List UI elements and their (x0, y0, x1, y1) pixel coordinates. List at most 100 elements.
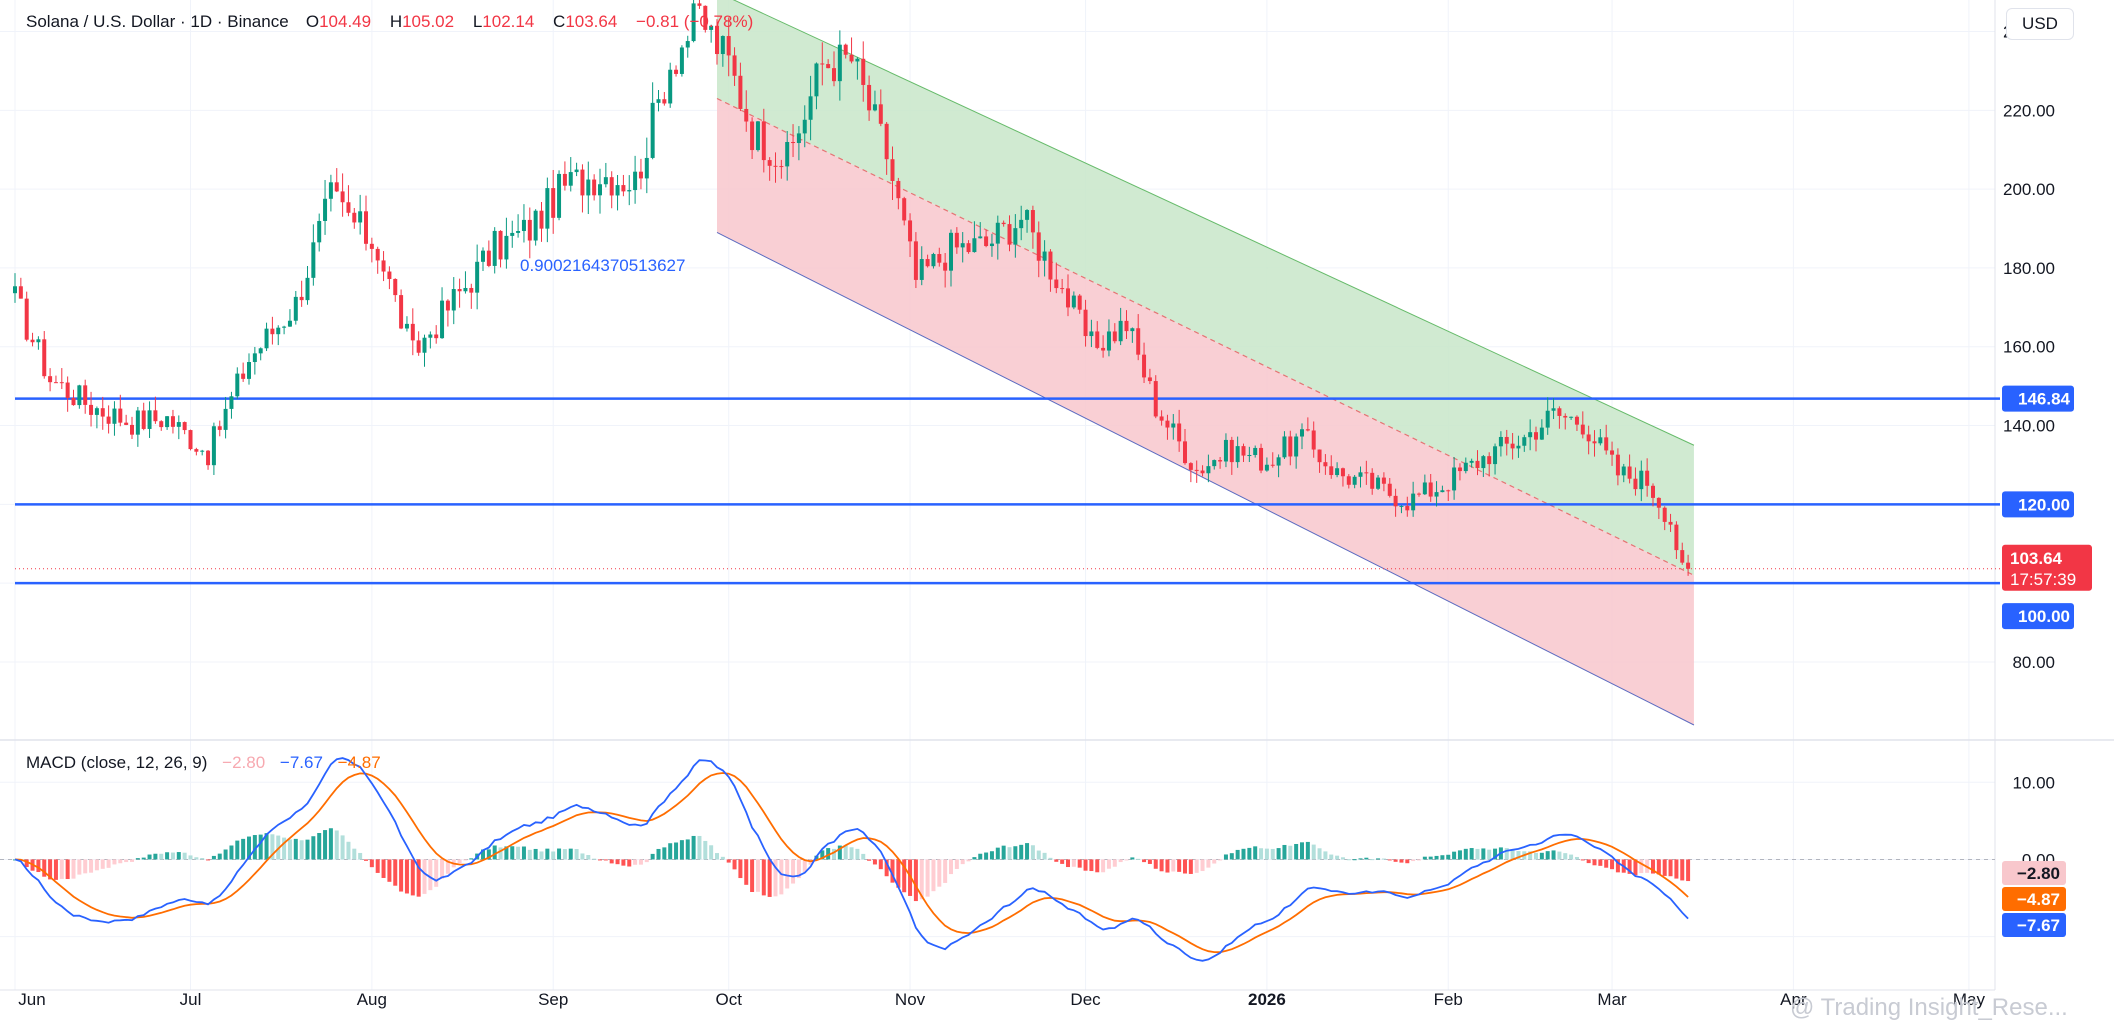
macd-histogram-bar (1592, 859, 1597, 866)
candle-body (1346, 476, 1351, 485)
macd-histogram-bar (352, 848, 357, 860)
macd-histogram-bar (1083, 859, 1088, 871)
macd-histogram-bar (504, 846, 509, 860)
macd-histogram-bar (194, 857, 199, 860)
channel-lower-line (716, 232, 1695, 726)
macd-histogram-bar (1007, 847, 1012, 860)
macd-histogram-bar (1335, 855, 1340, 860)
candle-body (1253, 447, 1258, 456)
candle-body (709, 25, 714, 30)
candle-body (562, 173, 567, 186)
candle-body (1551, 408, 1556, 411)
candle-body (1376, 477, 1381, 489)
candle-body (217, 426, 222, 430)
macd-histogram-bar (668, 843, 673, 860)
candle-body (720, 36, 725, 55)
candle-body (1025, 210, 1030, 220)
time-axis[interactable]: Jun Jul Aug Sep Oct Nov Dec 2026 Feb Mar Apr May (18, 990, 1985, 1009)
candle-body (960, 243, 965, 248)
candle-body (1545, 410, 1550, 428)
candle-body (1264, 464, 1269, 471)
candle-body (1001, 222, 1006, 225)
macd-histogram-bar (106, 859, 111, 868)
macd-histogram-bar (650, 853, 655, 860)
macd-histogram-bar (779, 859, 784, 895)
candle-body (393, 278, 398, 296)
candle-body (966, 243, 971, 253)
candle-body (802, 119, 807, 134)
candle-body (557, 173, 562, 218)
candle-body (1042, 251, 1047, 261)
macd-histogram-bar (1598, 859, 1603, 866)
close-label: C (553, 12, 566, 31)
macd-histogram-bar (235, 840, 240, 860)
candle-body (1358, 472, 1363, 477)
candle-body (925, 259, 930, 267)
candle-body (1048, 251, 1053, 280)
candle-body (773, 165, 778, 167)
macd-histogram-bar (539, 851, 544, 860)
candle-body (1504, 436, 1509, 444)
candle-body (200, 450, 205, 452)
candle-body (1417, 493, 1421, 495)
candle-body (931, 254, 936, 267)
candle-body (258, 348, 263, 354)
macd-histogram-bar (264, 833, 269, 860)
symbol-legend[interactable]: Solana / U.S. Dollar · 1D · Binance O104… (26, 12, 753, 32)
macd-histogram-bar (697, 835, 702, 860)
candle-body (1142, 354, 1147, 378)
candle-body (1457, 467, 1462, 472)
macd-histogram-bar (486, 849, 491, 860)
candle-body (954, 232, 959, 248)
macd-histogram-bar (1177, 859, 1182, 872)
candle-body (1223, 439, 1228, 462)
channel-label: 0.9002164370513627 (520, 256, 685, 275)
candle-body (323, 198, 328, 221)
regression-channel (716, 0, 1695, 726)
macd-histogram-bar (1124, 859, 1129, 861)
time-tick-label: Nov (895, 990, 926, 1009)
high-value: 105.02 (402, 12, 455, 31)
candle-body (679, 47, 684, 74)
macd-histogram-bar (1300, 842, 1304, 860)
macd-histogram-bar (1054, 859, 1059, 862)
grid-lines (0, 0, 2114, 991)
candle-body (264, 328, 269, 349)
macd-histogram-bar (755, 859, 760, 892)
macd-histogram-bar (978, 853, 983, 860)
macd-histogram-bar (545, 848, 550, 860)
macd-histogram-bar (837, 845, 842, 860)
macd-histogram-bar (586, 855, 591, 860)
candle-body (785, 141, 790, 167)
candle-body (340, 191, 345, 203)
macd-hist-value: −2.80 (222, 753, 266, 772)
macd-signal-line (14, 772, 1689, 954)
macd-histogram-bar (931, 859, 936, 892)
candle-body (504, 235, 509, 260)
macd-histogram-bar (153, 853, 158, 860)
price-axis[interactable]: 80.00140.00160.00180.00200.00220.00240.0… (2002, 23, 2092, 937)
candle-body (627, 190, 632, 192)
close-value: 103.64 (565, 12, 618, 31)
macd-histogram-bar (902, 859, 907, 893)
candle-body (223, 408, 228, 430)
macd-histogram-bar (147, 854, 152, 860)
candle-body (615, 185, 620, 196)
candle-body (1183, 441, 1187, 464)
macd-legend[interactable]: MACD (close, 12, 26, 9) −2.80 −7.67 −4.8… (26, 753, 391, 773)
candle-body (1446, 490, 1451, 492)
candle-body (235, 373, 240, 397)
candle-body (586, 179, 591, 196)
macd-histogram-bar (598, 859, 602, 861)
macd-histogram-bar (1563, 853, 1568, 860)
candle-body (276, 327, 281, 335)
candle-body (668, 69, 673, 104)
candle-body (59, 382, 64, 384)
currency-button[interactable]: USD (2006, 8, 2074, 40)
open-label: O (305, 12, 320, 31)
macd-histogram-bar (381, 859, 386, 878)
candle-body (814, 63, 819, 97)
candle-body (1083, 309, 1088, 337)
macd-histogram-bar (223, 849, 228, 860)
